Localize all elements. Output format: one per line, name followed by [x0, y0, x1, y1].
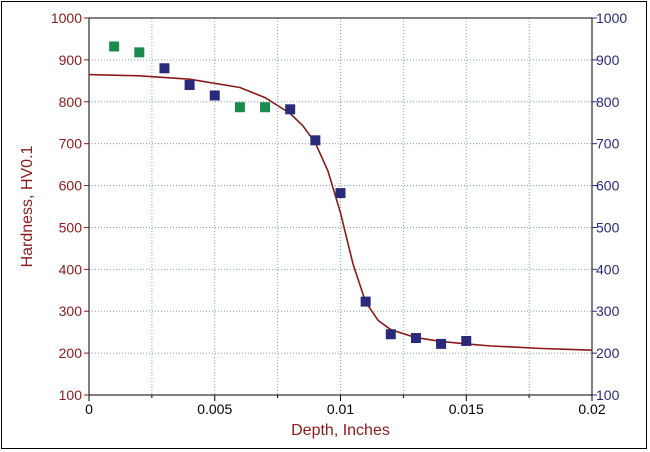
- y-tick-label-right: 900: [596, 52, 620, 68]
- hardness-data-point: [385, 329, 396, 340]
- plot-area: [88, 17, 593, 396]
- hardness-data-point: [436, 338, 447, 349]
- hardness-data-point: [260, 102, 271, 113]
- y-tick-label-left: 100: [59, 387, 83, 403]
- x-tick-label: 0.02: [578, 401, 605, 417]
- hardness-data-point: [159, 63, 170, 74]
- y-tick-label-left: 900: [59, 52, 83, 68]
- y-tick-label-left: 400: [59, 261, 83, 277]
- y-tick-label-right: 800: [596, 94, 620, 110]
- y-tick-label-left: 1000: [51, 10, 82, 26]
- x-tick-label: 0: [85, 401, 93, 417]
- y-tick-label-right: 700: [596, 136, 620, 152]
- y-tick-label-right: 500: [596, 219, 620, 235]
- hardness-data-point: [134, 47, 145, 58]
- hardness-data-point: [109, 41, 120, 52]
- data-points: [109, 41, 472, 349]
- x-tick-label: 0.01: [327, 401, 354, 417]
- fit-curve: [88, 73, 593, 351]
- hardness-data-point: [410, 333, 421, 344]
- grid: [89, 18, 592, 395]
- y-tick-label-left: 200: [59, 345, 83, 361]
- y-tick-label-right: 1000: [596, 10, 627, 26]
- y-tick-label-left: 500: [59, 219, 83, 235]
- x-tick-label: 0.015: [449, 401, 484, 417]
- y-tick-label-left: 600: [59, 178, 83, 194]
- y-tick-label-right: 400: [596, 261, 620, 277]
- hardness-data-point: [461, 335, 472, 346]
- y-tick-label-left: 700: [59, 136, 83, 152]
- y-axis-title: Hardness, HV0.1: [19, 145, 36, 267]
- hardness-data-point: [184, 80, 195, 91]
- x-axis-title: Depth, Inches: [291, 422, 390, 439]
- hardness-data-point: [310, 135, 321, 146]
- hardness-data-point: [285, 104, 296, 115]
- y-tick-label-left: 800: [59, 94, 83, 110]
- hardness-data-point: [234, 102, 245, 113]
- hardness-data-point: [360, 296, 371, 307]
- fit-curve-line: [88, 73, 593, 351]
- y-tick-label-right: 100: [596, 387, 620, 403]
- y-tick-label-right: 600: [596, 178, 620, 194]
- y-tick-label-right: 300: [596, 303, 620, 319]
- x-tick-label: 0.005: [197, 401, 232, 417]
- y-tick-label-left: 300: [59, 303, 83, 319]
- hardness-data-point: [335, 188, 346, 199]
- y-tick-label-right: 200: [596, 345, 620, 361]
- hardness-data-point: [209, 90, 220, 101]
